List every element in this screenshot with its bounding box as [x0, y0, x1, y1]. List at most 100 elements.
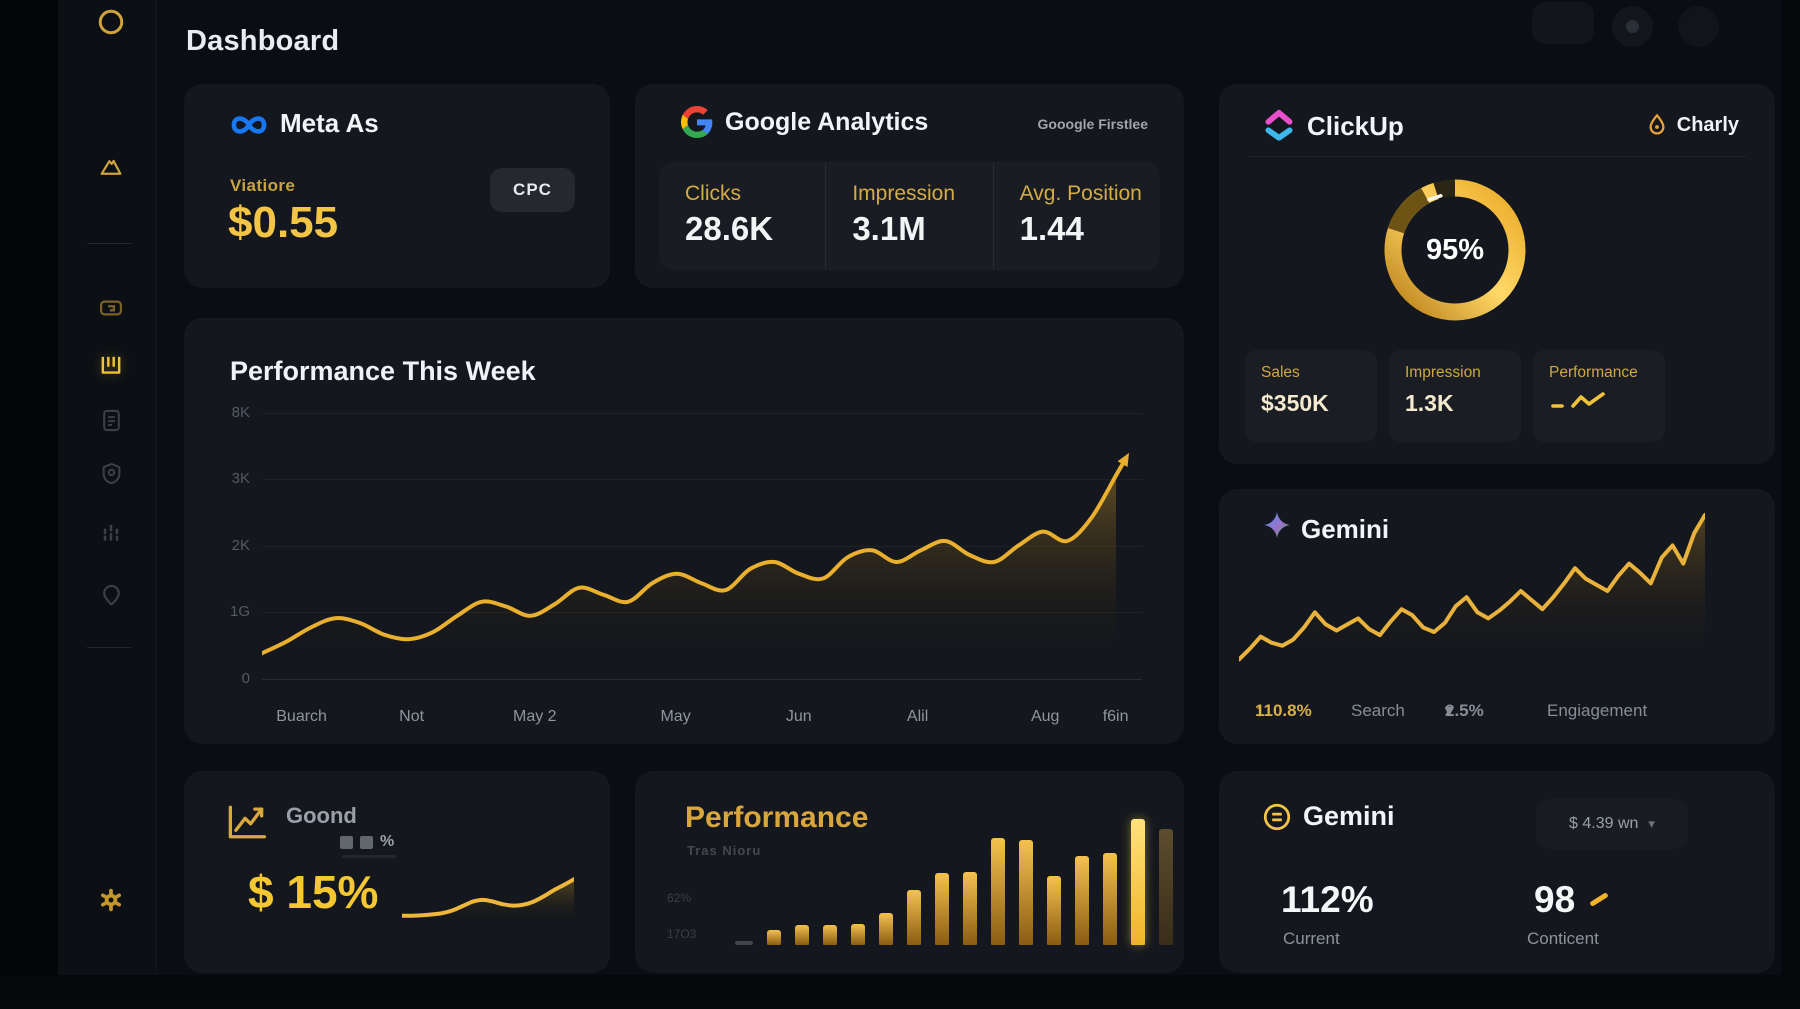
- gemini-star-icon: [1263, 511, 1291, 539]
- y-axis-tick: 1G: [229, 603, 250, 620]
- axis-label: 62%: [667, 891, 692, 905]
- ga-stats-row: Clicks 28.6K Impression 3.1M Avg. Positi…: [659, 162, 1160, 270]
- gridline: [262, 413, 1142, 414]
- document-icon[interactable]: [93, 402, 129, 438]
- home-icon[interactable]: [93, 149, 129, 185]
- stat-clicks: Clicks 28.6K: [659, 162, 825, 270]
- good-summary-card: Goond % $ 15%: [184, 771, 610, 973]
- bar: [795, 925, 809, 945]
- arrow-down-icon: ▾: [1445, 701, 1454, 720]
- meta-ads-card: Meta As Viatiore $0.55 CPC: [184, 84, 610, 288]
- ga-right-caption: Gooogle Firstlee: [1037, 116, 1148, 132]
- clickup-card: ClickUp Charly 95% Sales $350K Impressio…: [1219, 84, 1775, 464]
- line-chart-icon: [222, 799, 270, 845]
- app-logo-ring-icon[interactable]: [93, 4, 129, 40]
- current-value: 112%: [1281, 879, 1374, 920]
- gridline: [262, 546, 1142, 547]
- stat-impression: Impression 3.1M: [825, 162, 992, 270]
- bar: [963, 872, 977, 945]
- meta-logo-icon: [228, 110, 270, 140]
- y-axis-tick: 8K: [231, 404, 250, 421]
- stat-avg-position: Avg. Position 1.44: [992, 162, 1160, 270]
- x-axis-label: Aug: [1030, 708, 1060, 725]
- good-sparkline-chart: [402, 867, 574, 929]
- stat-impression: Impression 1.3K: [1389, 350, 1521, 442]
- gemini-panel-card: Gemini $ 4.39 wn ▾ 112% Current 98 Conti…: [1219, 771, 1775, 973]
- clickup-stats-row: Sales $350K Impression 1.3K Performance: [1245, 350, 1749, 442]
- search-label: Search: [1351, 701, 1405, 720]
- panel-icon[interactable]: [93, 290, 129, 326]
- gemini-coin-icon: [1261, 801, 1293, 833]
- stat-value: 3.1M: [852, 210, 926, 247]
- card-title: ClickUp: [1307, 111, 1404, 141]
- stat-value: 28.6K: [685, 210, 774, 247]
- stat-label: Avg. Position: [1019, 182, 1142, 205]
- gridline: [262, 479, 1142, 480]
- arrow-up-icon: ↑: [1255, 701, 1264, 720]
- card-title: Meta As: [280, 108, 379, 138]
- performance-bars-card: Performance Tras Nioru 62% 17O3: [635, 771, 1184, 973]
- cpc-button[interactable]: CPC: [490, 168, 575, 212]
- legend-square-icon: [340, 835, 353, 849]
- columns-stats-icon[interactable]: [93, 515, 129, 551]
- clickup-donut-chart: 95%: [1375, 170, 1535, 330]
- confidence-value: 98: [1534, 879, 1576, 920]
- bar: [767, 930, 781, 945]
- bar: [1075, 856, 1089, 945]
- confidence-label: Conticent: [1527, 929, 1599, 948]
- currency-dropdown[interactable]: $ 4.39 wn ▾: [1536, 799, 1688, 849]
- partner-badge: Charly: [1645, 112, 1739, 138]
- bar: [1131, 819, 1145, 945]
- legend: %: [340, 833, 394, 851]
- trend-slash-icon: [1589, 892, 1609, 907]
- legend-caption-bar: [342, 855, 396, 858]
- bar: [1047, 876, 1061, 945]
- sidebar-divider: [87, 243, 131, 244]
- x-axis-label: Not: [399, 708, 425, 725]
- engagement-label: Engiagement: [1547, 701, 1648, 720]
- stat-value: 1.3K: [1405, 390, 1454, 416]
- notifications-button[interactable]: [1612, 6, 1653, 47]
- metric-value: $0.55: [228, 198, 339, 247]
- partner-name: Charly: [1676, 113, 1739, 136]
- legend-square-icon: [360, 835, 373, 849]
- bottom-edge: [0, 975, 1800, 1009]
- shield-icon[interactable]: [93, 455, 129, 491]
- card-title: Goond: [286, 803, 357, 828]
- bar: [879, 913, 893, 945]
- card-title: Gemini: [1301, 514, 1390, 544]
- right-edge: [1782, 0, 1800, 1009]
- percent-glyph: %: [380, 833, 395, 850]
- bar: [907, 890, 921, 945]
- x-axis-label: Jun: [785, 708, 812, 725]
- avatar-button[interactable]: [1678, 6, 1719, 47]
- x-axis-label: Buarch: [276, 708, 327, 725]
- dropdown-value: $ 4.39 wn: [1569, 815, 1639, 832]
- metric-label: Viatiore: [230, 176, 296, 195]
- gemini-trend-card: Gemini ↑ 110.8% Search ▾ 2.5% Engiagemen…: [1219, 489, 1775, 744]
- stat-label: Impression: [1405, 364, 1481, 381]
- card-subtitle: Tras Nioru: [687, 843, 762, 858]
- stat-label: Sales: [1261, 364, 1300, 381]
- x-axis-label: May 2: [513, 708, 557, 725]
- stat-value: $350K: [1261, 390, 1329, 416]
- gridline: [262, 679, 1142, 680]
- x-axis-label: f6in: [1102, 708, 1129, 725]
- settings-gear-icon[interactable]: [93, 882, 129, 918]
- stat-label: Impression: [852, 182, 956, 205]
- donut-percent-label: 95%: [1425, 233, 1485, 266]
- stat-label: Clicks: [685, 182, 741, 205]
- bar: [851, 924, 865, 945]
- header-pill-button[interactable]: [1532, 2, 1594, 44]
- bar: [1103, 853, 1117, 945]
- notification-dot-icon: [1626, 20, 1639, 33]
- bar-chart-icon[interactable]: [93, 347, 129, 383]
- card-title: Gemini: [1303, 801, 1395, 831]
- location-pin-icon[interactable]: [93, 577, 129, 613]
- y-axis-tick: 0: [241, 670, 250, 687]
- bar: [935, 873, 949, 945]
- axis-label: 17O3: [667, 927, 697, 941]
- page-title: Dashboard: [186, 25, 340, 58]
- bar: [1019, 840, 1033, 945]
- stat-sales: Sales $350K: [1245, 350, 1377, 442]
